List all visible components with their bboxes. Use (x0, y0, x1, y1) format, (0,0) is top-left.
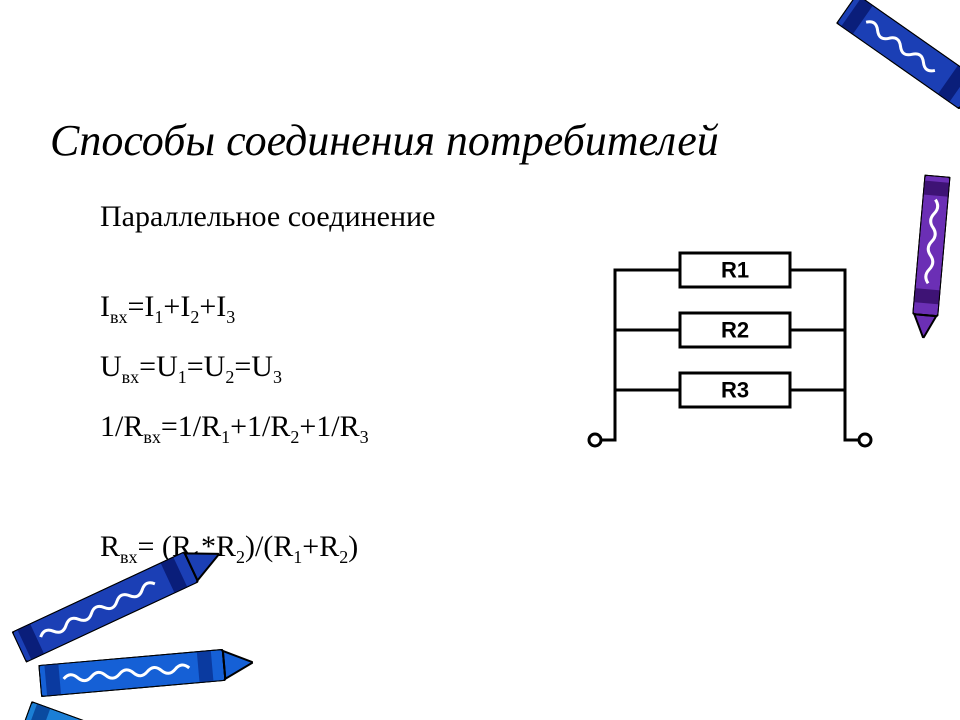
formula-line: Iвх=I1+I2+I3 (100, 290, 235, 328)
slide-subtitle: Параллельное соединение (100, 200, 435, 234)
formula-line: Uвх=U1=U2=U3 (100, 350, 282, 388)
formula-line: 1/Rвх=1/R1+1/R2+1/R3 (100, 410, 369, 448)
crayon-decoration-icon (18, 701, 239, 720)
crayon-decoration-icon (833, 0, 960, 132)
resistor-label: R1 (721, 258, 749, 283)
slide-title: Способы соединения потребителей (50, 115, 719, 166)
crayon-decoration-icon (905, 174, 950, 339)
circuit-diagram: R1 R2 R3 (560, 245, 900, 455)
formula-line: Rвх= (R1*R2)/(R1+R2) (100, 530, 358, 568)
resistor-label: R3 (721, 378, 749, 403)
crayon-decoration-icon (38, 646, 254, 702)
resistor-label: R2 (721, 318, 749, 343)
